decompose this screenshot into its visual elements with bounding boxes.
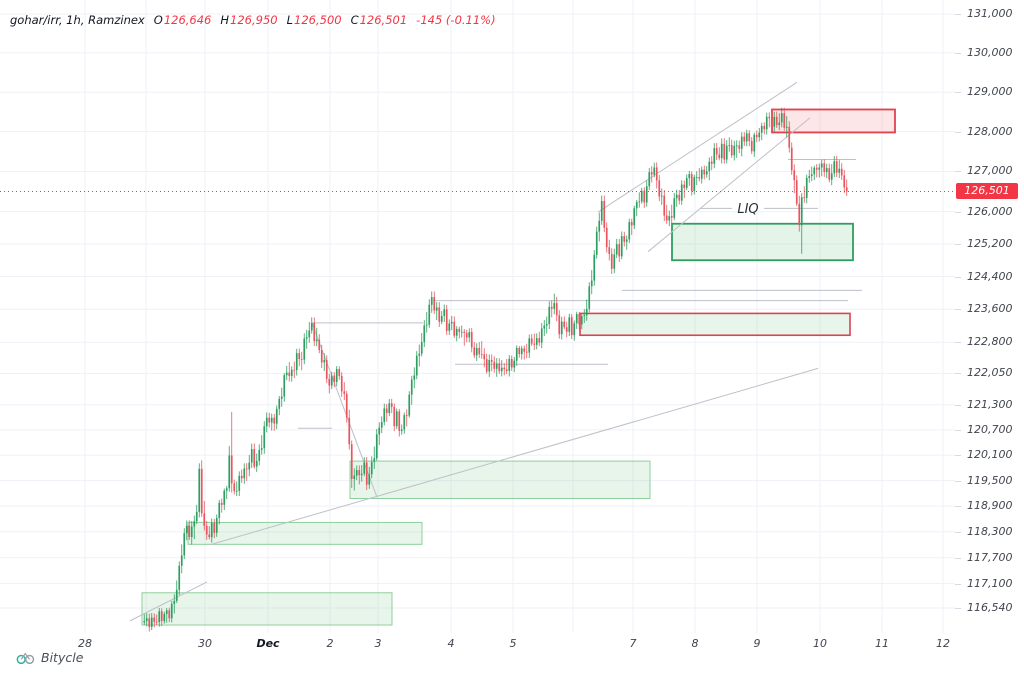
demand-zone-3[interactable] — [349, 460, 651, 500]
price-tick-label: 117,700 — [955, 550, 1013, 564]
time-tick-label: 5 — [509, 637, 517, 650]
liq-label: LIQ — [737, 202, 758, 217]
supply-zone[interactable] — [771, 108, 896, 134]
time-tick-label: 28 — [78, 637, 92, 650]
breaker-zone[interactable] — [579, 312, 851, 337]
time-axis[interactable]: 28 30 Dec 2 3 4 5 7 8 9 10 11 12 — [0, 633, 955, 655]
ohlc-high: H 126,950 — [220, 13, 278, 27]
price-tick-label: 125,200 — [955, 236, 1013, 250]
ohlc-low: L 126,500 — [286, 13, 342, 27]
price-tick-label: 130,000 — [955, 45, 1013, 59]
price-tick-label: 128,000 — [955, 124, 1013, 138]
price-tick-label: 117,100 — [955, 576, 1013, 590]
trendline-5[interactable] — [647, 117, 811, 253]
bitycle-icon — [16, 652, 35, 664]
price-tick-label: 124,400 — [955, 269, 1013, 283]
time-tick-label: 2 — [326, 637, 334, 650]
time-tick-label: 30 — [198, 637, 212, 650]
price-tick-label: 121,300 — [955, 397, 1013, 411]
candles — [143, 107, 848, 632]
price-tick-label: 119,500 — [955, 473, 1013, 487]
time-tick-label: 3 — [374, 637, 382, 650]
candlestick-chart[interactable]: LIQ — [0, 0, 955, 633]
demand-zone-1[interactable] — [141, 592, 393, 626]
time-tick-label: 8 — [691, 637, 699, 650]
trendline-1[interactable] — [129, 581, 208, 622]
time-tick-label: 7 — [629, 637, 637, 650]
ohlc-close: C 126,501 — [350, 13, 408, 27]
trendline-4[interactable] — [597, 81, 798, 213]
price-tick-label: 127,000 — [955, 164, 1013, 178]
demand-zone-2[interactable] — [187, 521, 423, 545]
symbol-legend[interactable]: gohar/irr, 1h, Ramzinex O 126,646 H 126,95… — [10, 13, 496, 27]
bitycle-label: Bitycle — [41, 650, 84, 665]
price-tick-label: 120,100 — [955, 448, 1013, 462]
price-tick-label: 131,000 — [955, 7, 1013, 20]
time-tick-label: Dec — [256, 637, 280, 650]
ohlc-open: O 126,646 — [153, 13, 212, 27]
price-tick-label: 118,300 — [955, 524, 1013, 538]
price-tick-label: 116,540 — [955, 601, 1013, 614]
price-tick-label: 123,600 — [955, 302, 1013, 316]
last-price-badge: 126,501 — [956, 183, 1018, 200]
price-tick-label: 122,800 — [955, 335, 1013, 349]
bitycle-logo: Bitycle — [16, 650, 83, 665]
symbol-title: gohar/irr, 1h, Ramzinex — [10, 13, 145, 27]
time-tick-label: 12 — [936, 637, 950, 650]
price-tick-label: 118,900 — [955, 499, 1013, 513]
price-change: -145 (-0.11%) — [416, 13, 496, 27]
liq-demand-zone[interactable] — [671, 222, 854, 262]
time-tick-label: 4 — [447, 637, 455, 650]
price-tick-label: 120,700 — [955, 422, 1013, 436]
time-tick-label: 11 — [875, 637, 889, 650]
trendline-2[interactable] — [209, 367, 819, 546]
price-tick-label: 126,000 — [955, 204, 1013, 218]
grid-lines — [0, 0, 955, 633]
time-tick-label: 9 — [753, 637, 761, 650]
price-tick-label: 122,050 — [955, 366, 1013, 380]
time-tick-label: 10 — [813, 637, 827, 650]
price-tick-label: 129,000 — [955, 85, 1013, 99]
price-axis[interactable]: 126,501 131,000 130,000 129,000 128,000 127,… — [955, 0, 1024, 633]
